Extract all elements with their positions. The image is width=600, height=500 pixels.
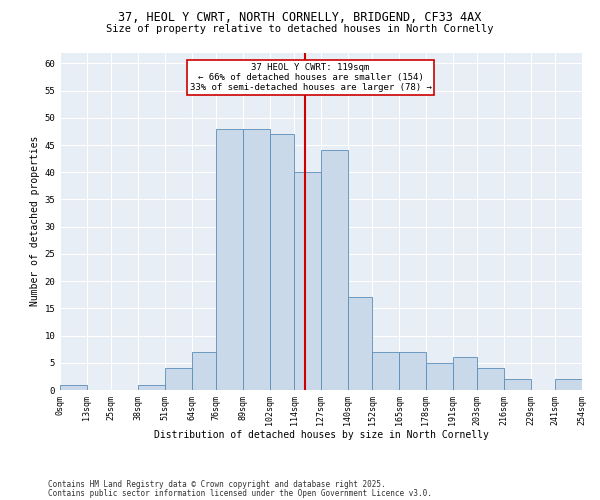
Bar <box>373 352 399 390</box>
Text: Size of property relative to detached houses in North Cornelly: Size of property relative to detached ho… <box>106 24 494 34</box>
Bar <box>216 128 243 390</box>
Bar <box>477 368 504 390</box>
Bar <box>243 128 269 390</box>
Y-axis label: Number of detached properties: Number of detached properties <box>30 136 40 306</box>
Bar <box>452 358 477 390</box>
Bar <box>269 134 294 390</box>
Text: 37 HEOL Y CWRT: 119sqm
← 66% of detached houses are smaller (154)
33% of semi-de: 37 HEOL Y CWRT: 119sqm ← 66% of detached… <box>190 62 431 92</box>
Bar <box>399 352 426 390</box>
Bar <box>165 368 191 390</box>
Bar <box>294 172 321 390</box>
Bar <box>60 384 87 390</box>
Bar <box>191 352 216 390</box>
Bar <box>426 363 452 390</box>
Bar <box>555 379 582 390</box>
Bar <box>321 150 348 390</box>
Bar <box>138 384 165 390</box>
Text: 37, HEOL Y CWRT, NORTH CORNELLY, BRIDGEND, CF33 4AX: 37, HEOL Y CWRT, NORTH CORNELLY, BRIDGEN… <box>118 11 482 24</box>
X-axis label: Distribution of detached houses by size in North Cornelly: Distribution of detached houses by size … <box>154 430 488 440</box>
Text: Contains public sector information licensed under the Open Government Licence v3: Contains public sector information licen… <box>48 488 432 498</box>
Bar <box>504 379 530 390</box>
Text: Contains HM Land Registry data © Crown copyright and database right 2025.: Contains HM Land Registry data © Crown c… <box>48 480 386 489</box>
Bar <box>348 298 373 390</box>
